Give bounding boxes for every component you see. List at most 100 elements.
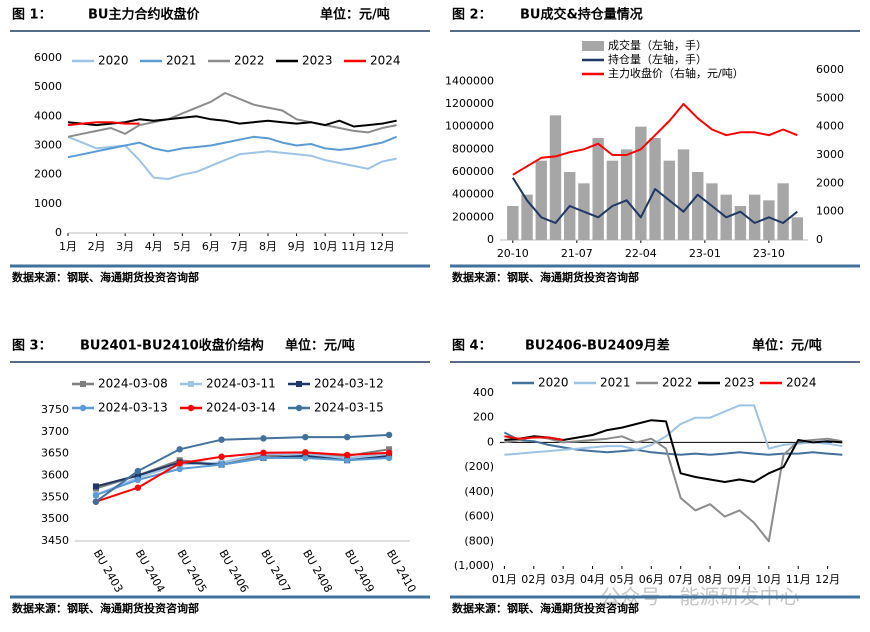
legend-label: 2023 [302, 54, 333, 68]
x-tick-label: 21-07 [561, 247, 593, 260]
marker [134, 472, 141, 479]
source-note: 数据来源：钢联、海通期货投资咨询部 [452, 270, 639, 284]
x-tick-label: 11月 [341, 240, 366, 253]
x-tick-label: 23-10 [753, 247, 785, 260]
legend-label: 2022 [662, 376, 693, 390]
x-tick-label: 11月 [786, 573, 811, 586]
legend-label: 2024 [370, 54, 401, 68]
x-tick-label: BU 2407 [258, 548, 293, 595]
marker [260, 435, 267, 442]
legend-label: 2021 [166, 54, 197, 68]
x-tick-label: BU 2405 [174, 548, 209, 595]
bar [535, 160, 547, 240]
y2-tick-label: 2000 [816, 176, 844, 189]
x-tick-label: 23-01 [689, 247, 721, 260]
series-line [67, 92, 397, 138]
marker [134, 476, 142, 484]
legend-label: 2020 [98, 54, 129, 68]
bar [549, 115, 562, 240]
x-tick-label: 20-10 [497, 247, 529, 260]
y2-tick-label: 3000 [816, 148, 844, 161]
bar [507, 206, 519, 240]
x-tick-label: BU 2406 [216, 548, 251, 595]
series-line [67, 135, 397, 180]
bar [748, 194, 761, 240]
marker [343, 451, 351, 459]
y-tick-label: (1,000) [454, 559, 494, 572]
y-tick-label: 3700 [41, 425, 69, 438]
y-tick-label: 1000000 [445, 120, 494, 133]
y2-tick-label: 4000 [816, 120, 844, 133]
bar [777, 183, 789, 240]
legend-marker [296, 381, 302, 387]
marker [176, 446, 183, 453]
y2-tick-label: 5000 [816, 91, 844, 104]
bar [635, 126, 647, 240]
marker [302, 454, 309, 462]
y-tick-label: 3500 [41, 512, 69, 525]
marker [92, 498, 100, 505]
marker [134, 484, 142, 491]
marker [134, 467, 142, 475]
x-tick-label: 7月 [230, 240, 248, 253]
legend-marker [188, 381, 194, 387]
x-tick-label: 06月 [639, 573, 664, 586]
marker [343, 433, 351, 441]
legend-marker [79, 404, 87, 412]
bar [791, 217, 804, 240]
y-tick-label: 1000 [34, 197, 62, 210]
source-note: 数据来源：钢联、海通期货投资咨询部 [12, 601, 199, 615]
series-line [95, 433, 390, 503]
legend-label: 持仓量（左轴，手） [608, 52, 707, 66]
chart-title: BU2401-BU2410收盘价结构 [80, 338, 264, 354]
series-line [95, 452, 390, 497]
y-tick-label: 3450 [41, 534, 69, 547]
series-line [95, 451, 390, 503]
y-tick-label: 1400000 [445, 74, 494, 87]
marker [343, 457, 351, 464]
y-tick-label: 4000 [34, 109, 62, 122]
marker [385, 431, 393, 439]
x-tick-label: 01月 [492, 573, 517, 586]
bar [677, 149, 690, 240]
y-tick-label: (600) [464, 510, 494, 523]
y-tick-label: 5000 [34, 80, 62, 93]
marker [260, 454, 267, 462]
y-tick-label: 3550 [41, 490, 69, 503]
x-tick-label: 8月 [259, 240, 277, 253]
x-tick-label: 22-04 [625, 247, 657, 260]
marker [176, 460, 183, 467]
y-tick-label: 600000 [452, 165, 494, 178]
bar [521, 194, 533, 240]
legend-label: 成交量（左轴，手） [608, 38, 707, 52]
marker [386, 446, 393, 453]
series-line [67, 121, 140, 127]
x-tick-label: 10月 [313, 240, 338, 253]
x-tick-label: 9月 [288, 240, 306, 253]
y-tick-label: (400) [464, 485, 494, 498]
y-tick-label: 0 [487, 233, 494, 246]
x-tick-label: 6月 [202, 240, 220, 253]
legend-label: 2024-03-13 [98, 401, 168, 415]
marker [92, 491, 100, 499]
marker [218, 453, 225, 460]
legend-label: 2023 [724, 376, 755, 390]
legend-label: 2022 [234, 54, 265, 68]
marker [218, 461, 225, 468]
series-line [95, 457, 390, 497]
x-tick-label: 05月 [609, 573, 634, 586]
legend-swatch [582, 41, 604, 51]
series-line [504, 435, 564, 441]
figure-label: 图 4： [452, 339, 492, 354]
y-tick-label: 400 [473, 386, 494, 399]
source-note: 数据来源：钢联、海通期货投资咨询部 [452, 601, 639, 615]
legend-label: 2024-03-11 [206, 377, 276, 391]
legend-label: 主力收盘价（右轴，元/吨） [608, 66, 744, 80]
x-tick-label: BU 2408 [300, 548, 335, 595]
y-tick-label: 400000 [452, 188, 494, 201]
legend-label: 2024-03-12 [314, 377, 384, 391]
y-tick-label: 0 [487, 435, 494, 448]
y-tick-label: 800000 [452, 142, 494, 155]
x-tick-label: 1月 [59, 240, 77, 253]
